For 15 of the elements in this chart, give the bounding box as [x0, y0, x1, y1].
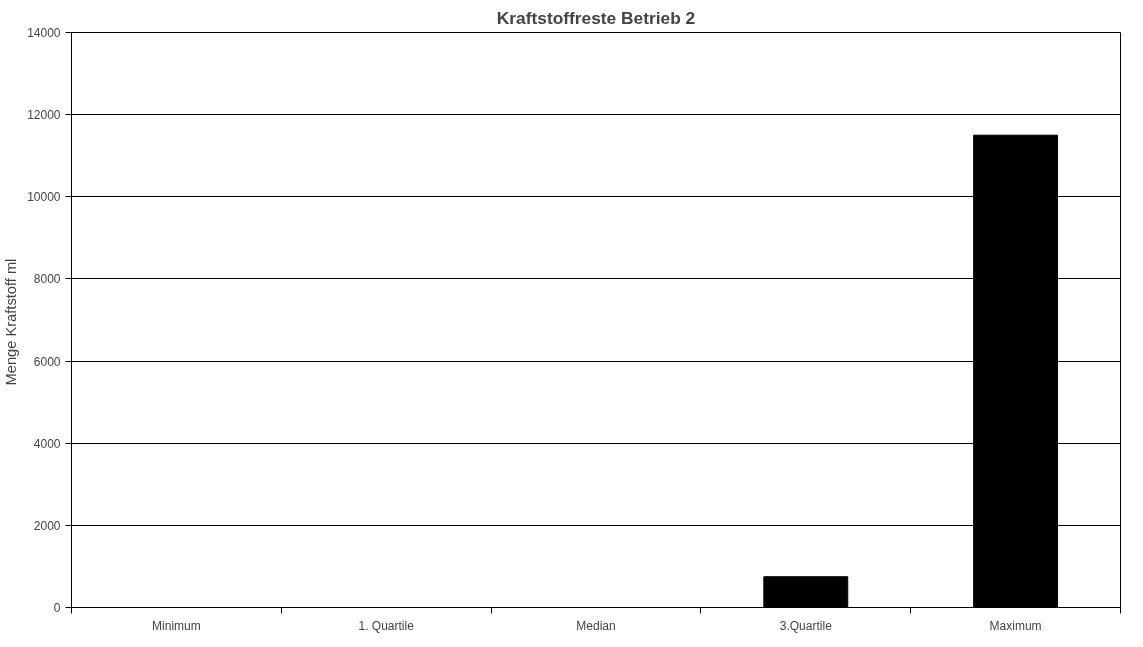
x-tick-label: 1. Quartile	[358, 618, 415, 633]
x-tick-label: Median	[576, 618, 616, 633]
y-tick-label: 2000	[33, 518, 61, 533]
y-tick-label: 4000	[33, 436, 61, 451]
y-tick-label: 0	[53, 601, 61, 615]
y-tick-label: 6000	[33, 354, 61, 369]
x-tick-label: Minimum	[152, 618, 201, 633]
x-tick-label: 3.Quartile	[779, 618, 833, 633]
y-tick-label: 10000	[27, 190, 61, 205]
y-axis-title: Menge Kraftstoff ml	[3, 258, 20, 386]
y-tick-label: 14000	[27, 26, 61, 40]
chart-title: Kraftstoffreste Betrieb 2	[496, 7, 696, 28]
x-tick-label: Maximum	[989, 618, 1042, 633]
y-tick-label: 12000	[27, 108, 61, 123]
y-tick-label: 8000	[33, 272, 61, 287]
